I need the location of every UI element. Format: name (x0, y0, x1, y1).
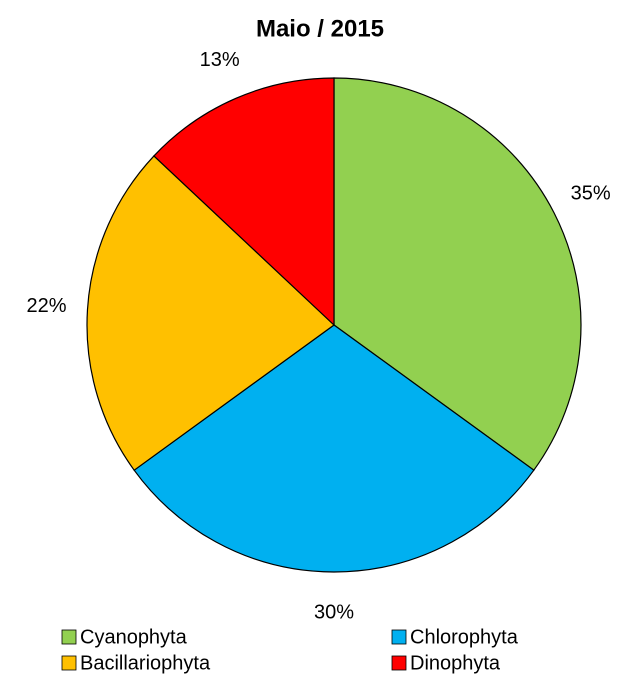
data-label: 22% (27, 295, 67, 317)
data-label: 13% (200, 49, 240, 71)
legend-swatch (391, 655, 407, 671)
pie-slice (333, 77, 582, 472)
chart-title: Maio / 2015 (256, 15, 384, 42)
data-label: 35% (571, 183, 611, 205)
pie-slice (86, 155, 335, 472)
data-label: 30% (314, 601, 354, 623)
legend-swatch (391, 629, 407, 645)
legend-label: Cyanophyta (80, 626, 188, 648)
legend-label: Bacillariophyta (80, 652, 211, 674)
legend-label: Dinophyta (410, 652, 501, 674)
legend-swatch (61, 655, 77, 671)
legend-swatch (61, 629, 77, 645)
pie-slice (153, 77, 335, 327)
legend-label: Chlorophyta (410, 626, 519, 648)
pie-slice (133, 324, 535, 573)
